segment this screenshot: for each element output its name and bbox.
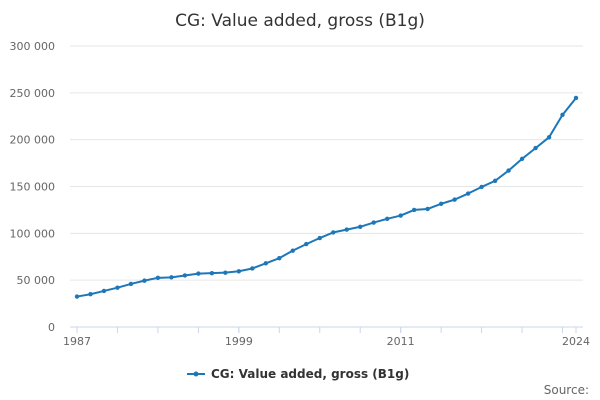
- x-axis: 1987 1999 2011 2024: [63, 326, 590, 348]
- data-point[interactable]: [546, 135, 552, 140]
- legend[interactable]: CG: Value added, gross (B1g): [187, 367, 409, 381]
- y-tick-label: 50 000: [17, 274, 56, 287]
- data-point[interactable]: [277, 255, 282, 261]
- series-layer: [74, 95, 579, 299]
- data-point[interactable]: [560, 112, 565, 118]
- grid-lines: [70, 45, 583, 281]
- data-point[interactable]: [101, 288, 107, 294]
- data-point[interactable]: [290, 248, 295, 253]
- y-tick-label: 250 000: [10, 87, 56, 100]
- data-point[interactable]: [331, 230, 336, 235]
- data-point[interactable]: [384, 216, 390, 222]
- data-point[interactable]: [519, 156, 525, 162]
- y-tick-label: 100 000: [10, 227, 56, 240]
- x-tick-label: 2024: [562, 335, 590, 348]
- data-point[interactable]: [573, 95, 579, 101]
- data-point[interactable]: [128, 281, 134, 287]
- data-point[interactable]: [398, 213, 403, 218]
- source-label: Source:: [544, 383, 589, 397]
- x-tick-label: 1999: [225, 335, 253, 348]
- data-point[interactable]: [182, 273, 188, 278]
- data-point[interactable]: [250, 266, 255, 271]
- data-point[interactable]: [465, 191, 471, 196]
- data-point[interactable]: [452, 197, 457, 202]
- x-tick-label: 1987: [63, 335, 91, 348]
- data-point[interactable]: [371, 220, 376, 225]
- data-point[interactable]: [209, 270, 215, 276]
- data-point[interactable]: [358, 224, 363, 229]
- data-point[interactable]: [263, 261, 269, 266]
- data-point[interactable]: [304, 241, 309, 247]
- data-point[interactable]: [155, 275, 161, 281]
- data-point[interactable]: [223, 270, 228, 275]
- data-point[interactable]: [317, 235, 322, 241]
- data-point[interactable]: [479, 184, 484, 190]
- y-tick-label: 150 000: [10, 181, 56, 194]
- data-point[interactable]: [438, 201, 444, 207]
- data-point[interactable]: [74, 294, 80, 299]
- data-point[interactable]: [236, 269, 242, 274]
- legend-marker-icon: [193, 371, 199, 377]
- y-tick-label: 0: [48, 321, 55, 334]
- data-point[interactable]: [492, 178, 498, 184]
- data-point[interactable]: [411, 207, 417, 213]
- data-point[interactable]: [115, 285, 120, 290]
- x-tick-label: 2011: [387, 335, 415, 348]
- data-point[interactable]: [533, 145, 538, 151]
- data-point[interactable]: [344, 227, 349, 232]
- data-point[interactable]: [425, 206, 430, 212]
- y-tick-label: 300 000: [10, 40, 56, 53]
- data-point[interactable]: [142, 278, 147, 283]
- data-point[interactable]: [88, 292, 93, 297]
- data-point[interactable]: [169, 275, 174, 280]
- data-point[interactable]: [196, 271, 201, 276]
- data-point[interactable]: [506, 168, 511, 173]
- y-tick-label: 200 000: [10, 134, 56, 147]
- legend-label: CG: Value added, gross (B1g): [211, 367, 409, 381]
- series-line: [76, 97, 577, 298]
- chart-title: CG: Value added, gross (B1g): [175, 11, 425, 31]
- y-axis-ticks: 0 50 000 100 000 150 000 200 000 250 000 300 0…: [10, 40, 56, 334]
